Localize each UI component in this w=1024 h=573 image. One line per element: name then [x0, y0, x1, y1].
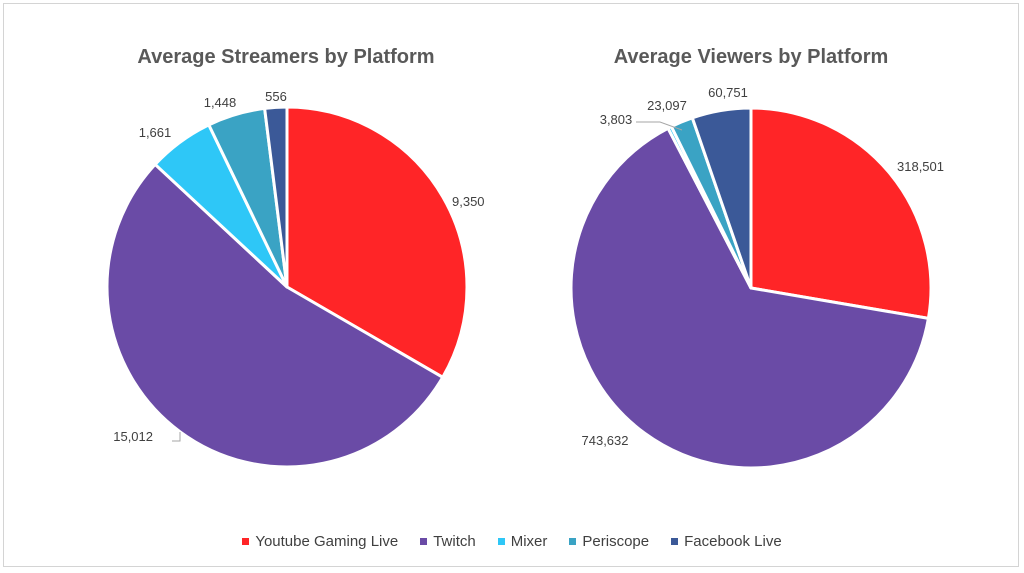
legend-item-twitch[interactable]: Twitch: [420, 533, 476, 550]
data-label-twitch: 15,012: [113, 429, 153, 444]
legend-item-mixer[interactable]: Mixer: [497, 533, 548, 550]
data-label-mixer: 1,661: [139, 125, 172, 140]
legend-swatch: [497, 538, 505, 545]
data-label-periscope: 23,097: [647, 98, 687, 113]
data-label-youtube: 9,350: [452, 194, 485, 209]
legend-label: Periscope: [582, 533, 650, 550]
legend-item-youtube[interactable]: Youtube Gaming Live: [242, 533, 398, 550]
legend-swatch: [420, 538, 428, 545]
legend-label: Mixer: [510, 533, 548, 550]
legend-label: Youtube Gaming Live: [255, 533, 399, 550]
legend-swatch: [671, 538, 679, 545]
pie-slice-youtube[interactable]: [285, 105, 469, 379]
leader-line-twitch: [172, 432, 181, 442]
legend-label: Facebook Live: [684, 533, 782, 550]
legend-item-periscope[interactable]: Periscope: [569, 533, 649, 550]
legend-swatch: [242, 538, 250, 545]
pie-slice-facebook[interactable]: [263, 105, 289, 289]
pie-viewers: 318,501 743,632 3,803 23,097 60,751: [569, 85, 944, 470]
data-label-facebook: 60,751: [708, 85, 748, 100]
legend-label: Twitch: [433, 533, 476, 550]
data-label-periscope: 1,448: [204, 95, 237, 110]
pie-streamers: 9,350 15,012 1,661 1,448 556: [105, 89, 485, 469]
pie-slice-youtube[interactable]: [749, 106, 933, 320]
legend-item-facebook[interactable]: Facebook Live: [671, 533, 782, 550]
legend: Youtube Gaming Live Twitch Mixer Perisco…: [0, 533, 1024, 550]
pie-slice-twitch[interactable]: [105, 162, 445, 469]
pie-slice-facebook[interactable]: [690, 106, 753, 290]
leader-line-mixer: [636, 121, 683, 131]
legend-swatch: [569, 538, 577, 545]
chart-title-streamers: Average Streamers by Platform: [137, 46, 435, 68]
data-label-mixer: 3,803: [600, 112, 633, 127]
pie-slice-twitch[interactable]: [569, 126, 930, 470]
data-label-facebook: 556: [265, 89, 287, 104]
data-label-youtube: 318,501: [897, 159, 944, 174]
chart-title-viewers: Average Viewers by Platform: [613, 46, 889, 68]
data-label-twitch: 743,632: [582, 433, 629, 448]
